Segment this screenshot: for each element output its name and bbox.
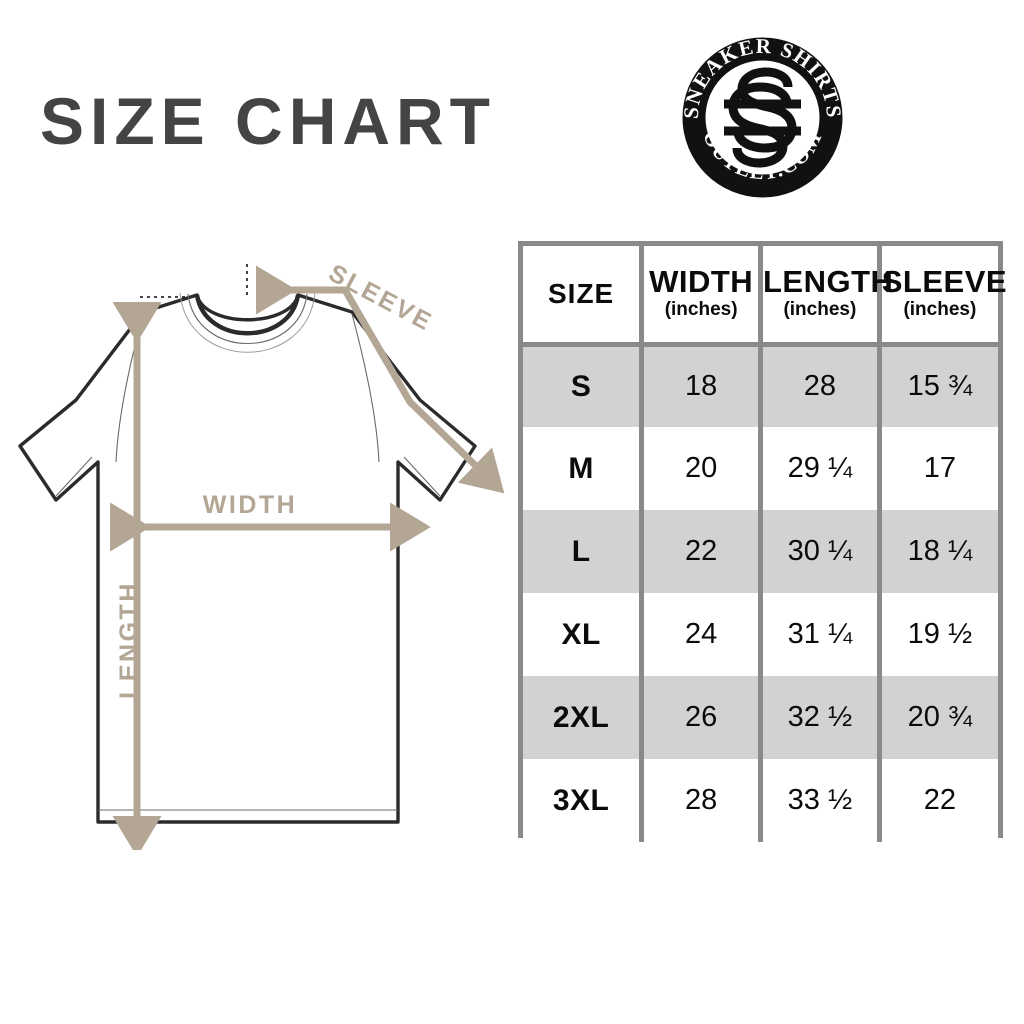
brand-logo: SNEAKER SHIRTS OUTLET.COM [680,35,845,200]
cell-length: 31 ¼ [758,593,882,676]
header-cell-sleeve: SLEEVE (inches) [876,246,1008,347]
header-length-unit: (inches) [783,298,857,320]
cell-size: XL [523,593,645,676]
size-table: SIZE WIDTH (inches) LENGTH (inches) SLEE… [518,241,1008,842]
table-row: M 20 29 ¼ 17 [523,427,998,510]
page-title: SIZE CHART [40,84,496,158]
header-width-unit: (inches) [664,298,738,320]
table-row: L 22 30 ¼ 18 ¼ [523,510,998,593]
cell-sleeve: 22 [876,759,998,842]
cell-width: 28 [639,759,763,842]
cell-width: 26 [639,676,763,759]
cell-size: L [523,510,645,593]
header-cell-size: SIZE [523,246,645,347]
cell-sleeve: 17 [876,427,998,510]
cell-width: 18 [639,344,763,427]
cell-length: 32 ½ [758,676,882,759]
header-cell-length: LENGTH (inches) [758,246,894,347]
logo-monogram-icon [724,67,801,168]
cell-length: 29 ¼ [758,427,882,510]
cell-width: 24 [639,593,763,676]
table-row: XL 24 31 ¼ 19 ½ [523,593,998,676]
table-row: 2XL 26 32 ½ 20 ¾ [523,676,998,759]
cell-sleeve: 19 ½ [876,593,998,676]
cell-size: 2XL [523,676,645,759]
header-sleeve-unit: (inches) [903,298,977,320]
cell-sleeve: 20 ¾ [876,676,998,759]
cell-sleeve: 15 ¾ [876,344,998,427]
cell-width: 22 [639,510,763,593]
table-header-row: SIZE WIDTH (inches) LENGTH (inches) SLEE… [523,246,1008,347]
table-row: S 18 28 15 ¾ [523,344,998,427]
cell-length: 28 [758,344,882,427]
cell-size: 3XL [523,759,645,842]
header-length-label: LENGTH [763,264,894,300]
cell-sleeve: 18 ¼ [876,510,998,593]
length-label: LENGTH [115,581,143,699]
reference-guides [140,260,248,298]
cell-length: 30 ¼ [758,510,882,593]
header-cell-width: WIDTH (inches) [639,246,763,347]
header-width-label: WIDTH [649,264,754,300]
cell-size: S [523,344,645,427]
tshirt-diagram: LENGTH WIDTH SLEEVE [0,250,510,850]
tshirt-outline-icon [18,293,477,824]
cell-length: 33 ½ [758,759,882,842]
sleeve-arrow [255,265,505,494]
cell-size: M [523,427,645,510]
header-size-label: SIZE [548,277,615,309]
cell-width: 20 [639,427,763,510]
width-label: WIDTH [203,491,297,519]
header-sleeve-label: SLEEVE [881,264,1008,300]
table-row: 3XL 28 33 ½ 22 [523,759,998,842]
